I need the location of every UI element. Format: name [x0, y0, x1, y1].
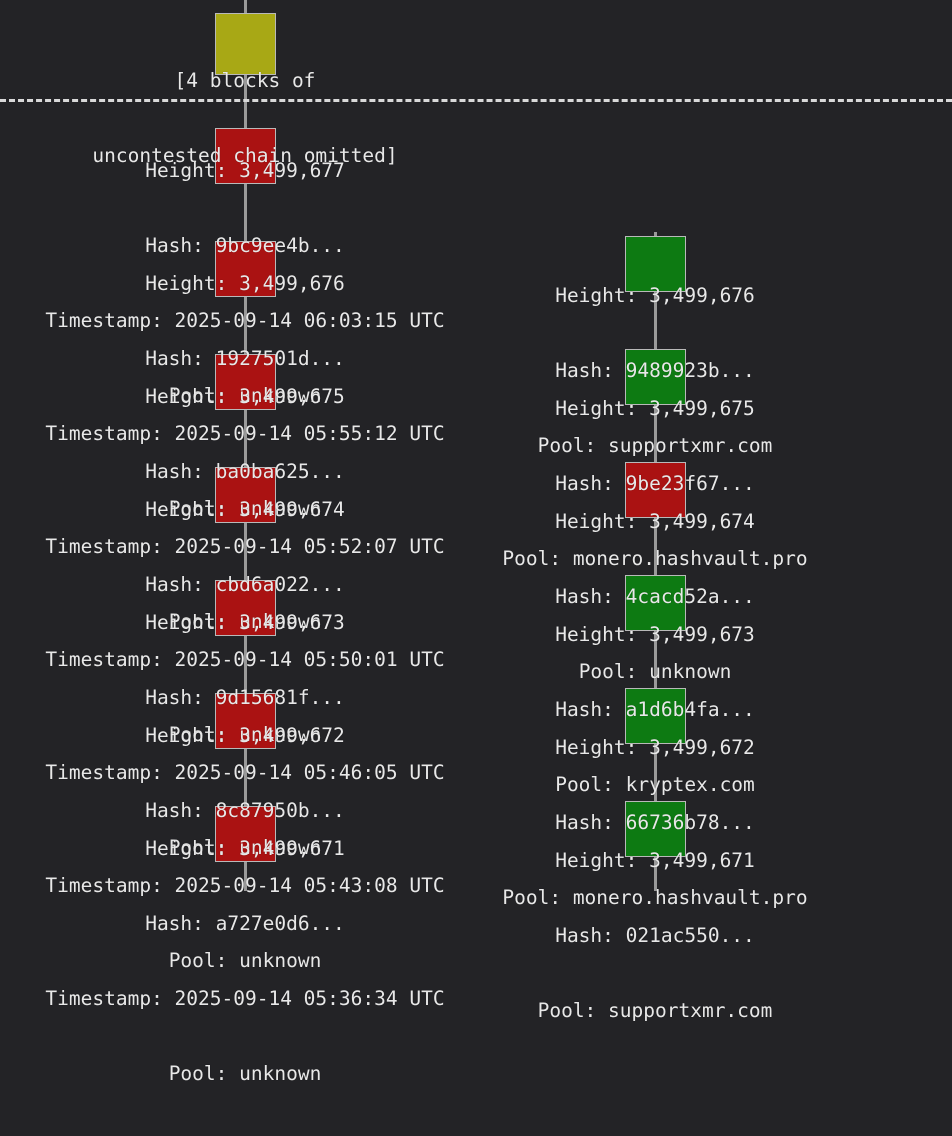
block-rect-left-4[interactable] — [215, 580, 276, 636]
block-rect-right-3[interactable] — [625, 575, 686, 631]
block-timestamp-left-1: Timestamp: 2025-09-14 05:55:12 UTC — [45, 422, 445, 445]
block-label-right-5: Height: 3,499,671 Hash: 021ac550... Pool… — [410, 798, 900, 1073]
block-rect-left-5[interactable] — [215, 693, 276, 749]
block-height-right-0: Height: 3,499,676 — [555, 284, 755, 307]
block-label-right-0: Height: 3,499,676 Hash: 9489923b... Pool… — [410, 233, 900, 508]
block-hash-right-4: Hash: 66736b78... — [555, 811, 755, 834]
block-height-right-4: Height: 3,499,672 — [555, 736, 755, 759]
chain-line-right — [654, 232, 657, 891]
block-rect-left-2[interactable] — [215, 354, 276, 410]
block-pool-right-2: Pool: unknown — [578, 660, 732, 683]
block-hash-right-2: Hash: 4cacd52a... — [555, 585, 755, 608]
block-rect-left-1[interactable] — [215, 241, 276, 297]
fork-visualization-canvas: [4 blocks of uncontested chain omitted] … — [0, 0, 952, 1085]
omitted-chain-note: [4 blocks of uncontested chain omitted] — [0, 18, 490, 218]
block-hash-right-1: Hash: 9be23f67... — [555, 472, 755, 495]
block-hash-left-4: Hash: 9d15681f... — [145, 686, 345, 709]
block-hash-right-3: Hash: a1d6b4fa... — [555, 698, 755, 721]
block-pool-right-0: Pool: supportxmr.com — [537, 434, 773, 457]
block-timestamp-left-2: Timestamp: 2025-09-14 05:52:07 UTC — [45, 535, 445, 558]
block-timestamp-left-0: Timestamp: 2025-09-14 06:03:15 UTC — [45, 309, 445, 332]
block-height-left-3: Height: 3,499,674 — [145, 498, 345, 521]
block-height-left-0: Height: 3,499,677 — [145, 159, 345, 182]
block-hash-right-0: Hash: 9489923b... — [555, 359, 755, 382]
block-label-left-2: Height: 3,499,675 Hash: ba0ba625... Time… — [0, 334, 490, 684]
block-hash-left-0: Hash: 9bc9ee4b... — [145, 234, 345, 257]
omitted-chain-block[interactable] — [215, 13, 276, 75]
block-pool-left-3: Pool: unknown — [168, 723, 322, 746]
block-rect-left-3[interactable] — [215, 467, 276, 523]
block-timestamp-left-4: Timestamp: 2025-09-14 05:46:05 UTC — [45, 761, 445, 784]
block-hash-left-3: Hash: cbd6a022... — [145, 573, 345, 596]
block-rect-left-6[interactable] — [215, 806, 276, 862]
block-hash-left-5: Hash: 8c87950b... — [145, 799, 345, 822]
block-label-right-3: Height: 3,499,673 Hash: a1d6b4fa... Pool… — [410, 572, 900, 847]
block-rect-right-4[interactable] — [625, 688, 686, 744]
block-rect-right-1[interactable] — [625, 349, 686, 405]
block-label-left-3: Height: 3,499,674 Hash: cbd6a022... Time… — [0, 447, 490, 797]
block-label-left-4: Height: 3,499,673 Hash: 9d15681f... Time… — [0, 560, 490, 910]
block-pool-left-2: Pool: unknown — [168, 610, 322, 633]
block-height-left-5: Height: 3,499,672 — [145, 724, 345, 747]
block-pool-left-4: Pool: unknown — [168, 836, 322, 859]
block-pool-right-3: Pool: kryptex.com — [555, 773, 755, 796]
block-timestamp-left-3: Timestamp: 2025-09-14 05:50:01 UTC — [45, 648, 445, 671]
block-height-right-3: Height: 3,499,673 — [555, 623, 755, 646]
block-height-left-1: Height: 3,499,676 — [145, 272, 345, 295]
omitted-note-line-2: uncontested chain omitted] — [92, 144, 398, 167]
block-pool-right-5: Pool: supportxmr.com — [537, 999, 773, 1022]
block-pool-right-1: Pool: monero.hashvault.pro — [502, 547, 808, 570]
block-label-right-2: Height: 3,499,674 Hash: 4cacd52a... Pool… — [410, 459, 900, 734]
chain-line-left — [244, 0, 247, 891]
block-rect-right-0[interactable] — [625, 236, 686, 292]
block-pool-left-0: Pool: unknown — [168, 384, 322, 407]
block-label-left-1: Height: 3,499,676 Hash: 1927501d... Time… — [0, 221, 490, 571]
block-height-left-4: Height: 3,499,673 — [145, 611, 345, 634]
block-hash-right-5: Hash: 021ac550... — [555, 924, 755, 947]
omitted-chain-separator — [0, 99, 952, 102]
omitted-note-line-1: [4 blocks of — [174, 69, 316, 92]
block-height-right-1: Height: 3,499,675 — [555, 397, 755, 420]
block-hash-left-2: Hash: ba0ba625... — [145, 460, 345, 483]
block-height-right-5: Height: 3,499,671 — [555, 849, 755, 872]
block-label-left-0: Height: 3,499,677 Hash: 9bc9ee4b... Time… — [0, 108, 490, 458]
block-height-left-2: Height: 3,499,675 — [145, 385, 345, 408]
block-rect-right-5[interactable] — [625, 801, 686, 857]
block-pool-left-1: Pool: unknown — [168, 497, 322, 520]
block-height-right-2: Height: 3,499,674 — [555, 510, 755, 533]
block-height-left-6: Height: 3,499,671 — [145, 837, 345, 860]
block-rect-right-2[interactable] — [625, 462, 686, 518]
block-rect-left-0[interactable] — [215, 128, 276, 184]
block-hash-left-1: Hash: 1927501d... — [145, 347, 345, 370]
block-label-right-1: Height: 3,499,675 Hash: 9be23f67... Pool… — [410, 346, 900, 621]
